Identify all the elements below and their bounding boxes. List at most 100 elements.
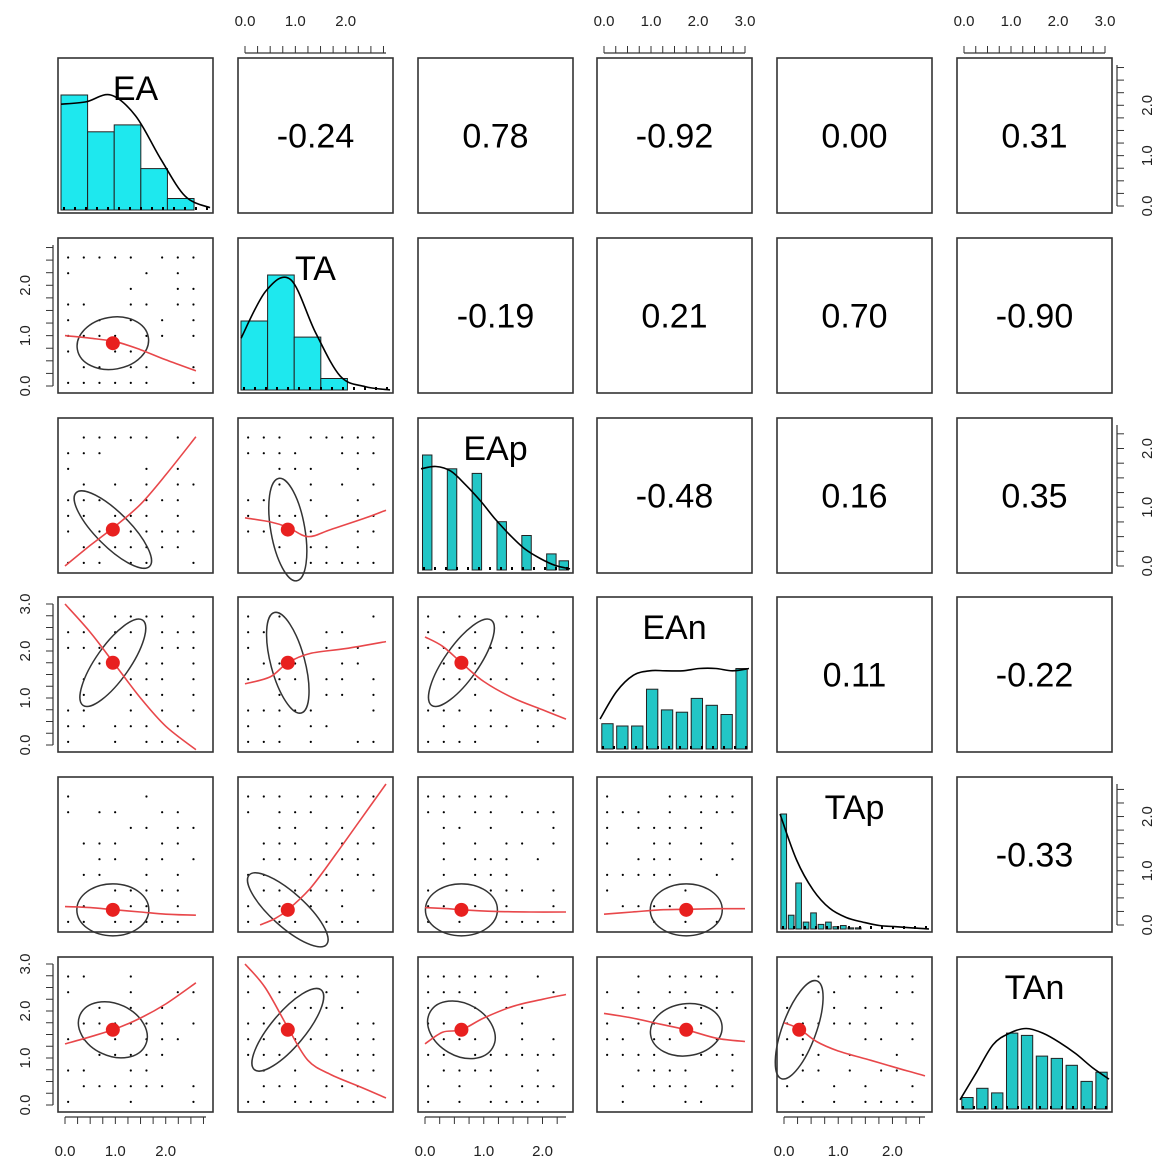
scatter-point xyxy=(653,858,656,861)
scatter-point xyxy=(176,991,179,994)
panel-TA-EAp: -0.19 xyxy=(417,237,574,394)
scatter-point xyxy=(521,1006,524,1009)
scatter-point xyxy=(552,991,555,994)
scatter-point xyxy=(262,740,265,743)
scatter-point xyxy=(192,631,195,634)
scatter-point xyxy=(278,725,281,728)
histogram-bar xyxy=(471,472,483,571)
panel-frame xyxy=(956,57,1113,214)
variable-name-TAp: TAp xyxy=(825,789,885,827)
histogram-bar xyxy=(113,124,142,211)
scatter-point xyxy=(176,436,179,439)
scatter-point xyxy=(848,1022,851,1025)
scatter-point xyxy=(67,975,70,978)
scatter-point xyxy=(684,991,687,994)
correlation-ellipse xyxy=(251,987,325,1072)
scatter-point xyxy=(474,693,477,696)
panel-TA-EAn: 0.21 xyxy=(596,237,753,394)
scatter-point xyxy=(372,842,375,845)
scatter-point xyxy=(474,975,477,978)
scatter-point xyxy=(278,514,281,517)
tick-label: 1.0 xyxy=(17,325,34,346)
histogram-bar xyxy=(720,714,733,750)
scatter-point xyxy=(294,1006,297,1009)
loess-curve xyxy=(424,906,567,913)
scatter-point xyxy=(442,678,445,681)
loess-curve xyxy=(244,509,387,538)
loess-curve xyxy=(64,334,197,372)
panel-EA-TA: -0.24 xyxy=(237,57,394,214)
scatter-point xyxy=(521,811,524,814)
scatter-point xyxy=(114,1085,117,1088)
scatter-point xyxy=(715,975,718,978)
tick-label: 0.0 xyxy=(954,13,975,30)
scatter-point xyxy=(427,1085,430,1088)
scatter-point xyxy=(521,631,524,634)
scatter-point xyxy=(458,678,461,681)
scatter-point xyxy=(247,514,250,517)
scatter-point xyxy=(129,1100,132,1103)
scatter-point xyxy=(372,889,375,892)
scatter-point xyxy=(668,826,671,829)
scatter-point xyxy=(715,1006,718,1009)
scatter-point xyxy=(442,631,445,634)
scatter-point xyxy=(356,499,359,502)
scatter-point xyxy=(895,1100,898,1103)
scatter-point xyxy=(442,873,445,876)
mean-point xyxy=(280,1022,295,1037)
tick-label: 1.0 xyxy=(17,1048,34,1069)
scatter-point xyxy=(262,1006,265,1009)
scatter-point xyxy=(278,795,281,798)
scatter-point xyxy=(161,334,164,337)
loess-curve xyxy=(244,640,387,685)
scatter-point xyxy=(700,811,703,814)
panel-frame xyxy=(776,57,933,214)
histogram-bar xyxy=(558,560,570,571)
scatter-point xyxy=(192,1100,195,1103)
panel-TAp-EA xyxy=(57,776,214,937)
scatter-point xyxy=(489,975,492,978)
panel-EAp-TAn: 0.35 xyxy=(956,417,1113,574)
scatter-point xyxy=(325,842,328,845)
scatter-point xyxy=(637,1053,640,1056)
scatter-point xyxy=(325,725,328,728)
tick-label: 2.0 xyxy=(17,641,34,662)
density-curve xyxy=(60,93,211,209)
histogram-bar xyxy=(166,198,195,211)
scatter-point xyxy=(341,1006,344,1009)
scatter-point xyxy=(176,646,179,649)
scatter-point xyxy=(129,905,132,908)
scatter-point xyxy=(848,975,851,978)
scatter-point xyxy=(82,920,85,923)
scatter-point xyxy=(82,709,85,712)
tick-label: 0.0 xyxy=(1139,196,1156,217)
scatter-point xyxy=(356,991,359,994)
scatter-point xyxy=(442,709,445,712)
scatter-point xyxy=(880,1100,883,1103)
scatter-point xyxy=(653,1053,656,1056)
scatter-point xyxy=(356,842,359,845)
histogram-bar xyxy=(795,882,802,930)
scatter-point xyxy=(176,303,179,306)
scatter-point xyxy=(294,467,297,470)
scatter-point xyxy=(442,975,445,978)
scatter-point xyxy=(114,514,117,517)
scatter-point xyxy=(82,1069,85,1072)
scatter-point xyxy=(262,709,265,712)
panel-frame xyxy=(956,237,1113,394)
scatter-point xyxy=(715,1053,718,1056)
panel-TAn-EA xyxy=(57,956,214,1113)
scatter-point xyxy=(325,991,328,994)
histogram-bar xyxy=(690,697,704,750)
scatter-point xyxy=(341,920,344,923)
scatter-point xyxy=(864,1038,867,1041)
scatter-point xyxy=(176,287,179,290)
scatter-point xyxy=(325,436,328,439)
panel-frame xyxy=(596,237,753,394)
scatter-point xyxy=(82,842,85,845)
scatter-point xyxy=(114,842,117,845)
scatter-point xyxy=(552,889,555,892)
correlation-value: 0.21 xyxy=(641,298,707,336)
scatter-point xyxy=(145,483,148,486)
scatter-point xyxy=(192,615,195,618)
